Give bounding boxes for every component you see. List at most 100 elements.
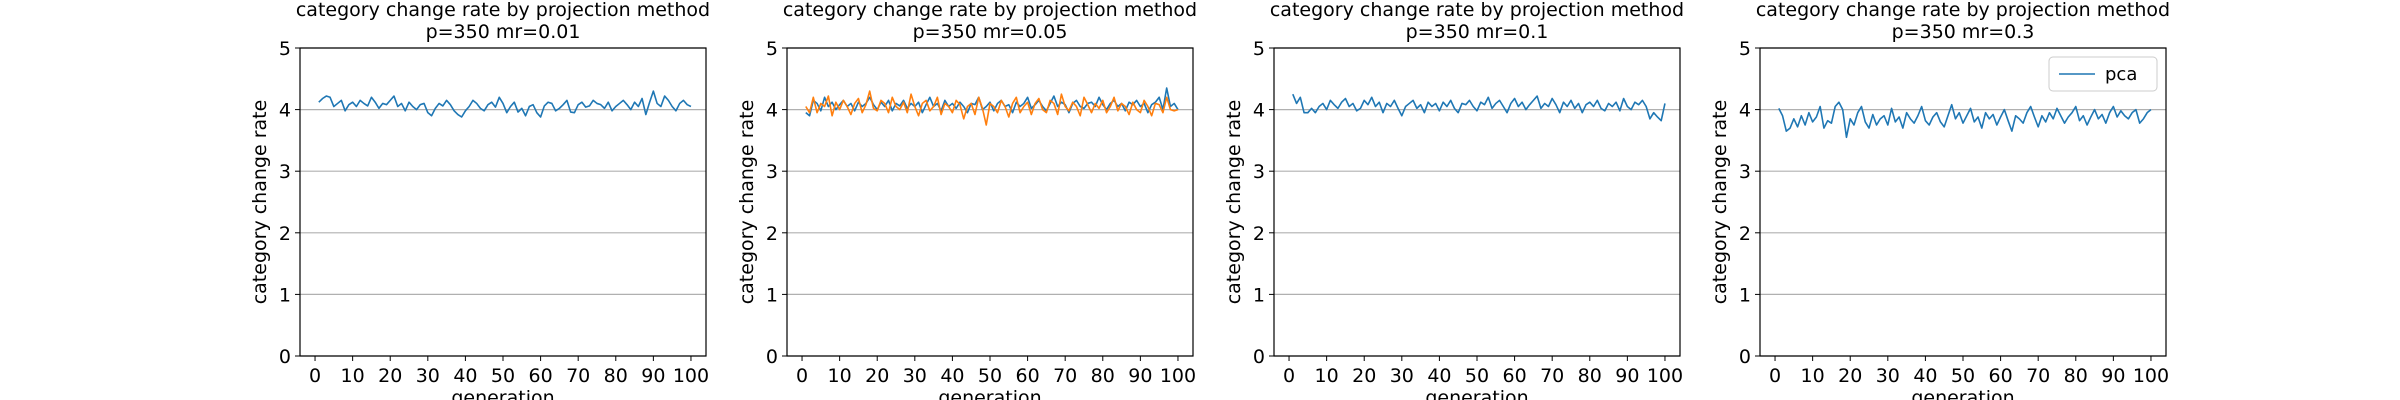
x-axis-label: generation <box>1911 387 2014 400</box>
plot-area-frame <box>1273 47 1681 357</box>
subplot-1: category change rate by projection metho… <box>249 0 710 400</box>
y-tick-label: 4 <box>279 100 291 122</box>
x-tick-label: 10 <box>341 365 365 387</box>
x-tick-label: 80 <box>1091 365 1115 387</box>
x-tick-label: 100 <box>1647 365 1683 387</box>
x-tick-label: 0 <box>309 365 321 387</box>
x-tick-label: 10 <box>828 365 852 387</box>
y-tick-label: 1 <box>1739 284 1751 306</box>
y-tick-label: 1 <box>1253 284 1265 306</box>
subplot-2: category change rate by projection metho… <box>736 0 1197 400</box>
y-tick-label: 3 <box>1253 161 1265 183</box>
x-tick-label: 100 <box>673 365 709 387</box>
series-line-pca <box>1778 101 2152 139</box>
x-tick-label: 80 <box>2064 365 2088 387</box>
chart-subtitle: p=350 mr=0.3 <box>1892 21 2035 43</box>
y-tick-label: 0 <box>1253 346 1265 368</box>
y-tick-label: 2 <box>279 223 291 245</box>
x-tick-label: 40 <box>940 365 964 387</box>
x-tick-label: 20 <box>378 365 402 387</box>
x-tick-label: 40 <box>1913 365 1937 387</box>
x-tick-label: 50 <box>978 365 1002 387</box>
y-tick-label: 3 <box>1739 161 1751 183</box>
x-tick-label: 40 <box>1427 365 1451 387</box>
x-tick-label: 50 <box>491 365 515 387</box>
x-tick-label: 10 <box>1801 365 1825 387</box>
x-axis-label: generation <box>1425 387 1528 400</box>
y-tick-label: 0 <box>279 346 291 368</box>
x-tick-label: 20 <box>865 365 889 387</box>
series-line-1 <box>1292 93 1666 122</box>
x-tick-label: 30 <box>903 365 927 387</box>
y-axis-label: category change rate <box>1709 100 1731 305</box>
x-tick-label: 70 <box>566 365 590 387</box>
x-tick-label: 70 <box>1540 365 1564 387</box>
x-tick-label: 90 <box>1615 365 1639 387</box>
y-axis-label: category change rate <box>1223 100 1245 305</box>
chart-title: category change rate by projection metho… <box>783 0 1197 21</box>
x-axis-label: generation <box>938 387 1041 400</box>
legend-box <box>2048 56 2158 92</box>
y-tick-label: 4 <box>1739 100 1751 122</box>
x-tick-label: 50 <box>1465 365 1489 387</box>
x-tick-label: 80 <box>604 365 628 387</box>
x-tick-label: 20 <box>1352 365 1376 387</box>
x-tick-label: 0 <box>1283 365 1295 387</box>
y-tick-label: 5 <box>1253 38 1265 60</box>
x-tick-label: 80 <box>1578 365 1602 387</box>
x-tick-label: 90 <box>2101 365 2125 387</box>
legend-label: pca <box>2105 64 2137 85</box>
y-tick-label: 1 <box>279 284 291 306</box>
chart-subtitle: p=350 mr=0.1 <box>1406 21 1549 43</box>
x-tick-label: 60 <box>1015 365 1039 387</box>
legend: pca <box>2048 56 2158 92</box>
y-axis-label: category change rate <box>249 100 271 305</box>
y-tick-label: 2 <box>766 223 778 245</box>
x-tick-label: 30 <box>416 365 440 387</box>
chart-subtitle: p=350 mr=0.01 <box>426 21 581 43</box>
x-tick-label: 70 <box>1053 365 1077 387</box>
series-line-2 <box>805 90 1179 126</box>
y-tick-label: 3 <box>766 161 778 183</box>
x-tick-label: 60 <box>528 365 552 387</box>
y-tick-label: 0 <box>1739 346 1751 368</box>
y-tick-label: 0 <box>766 346 778 368</box>
y-axis-label: category change rate <box>736 100 758 305</box>
x-tick-label: 20 <box>1838 365 1862 387</box>
y-tick-label: 5 <box>279 38 291 60</box>
x-tick-label: 100 <box>1160 365 1196 387</box>
chart-subtitle: p=350 mr=0.05 <box>913 21 1068 43</box>
plot-area-frame <box>786 47 1194 357</box>
x-tick-label: 30 <box>1390 365 1414 387</box>
y-tick-label: 5 <box>1739 38 1751 60</box>
chart-title: category change rate by projection metho… <box>1756 0 2170 21</box>
plot-area-frame <box>299 47 707 357</box>
x-tick-label: 60 <box>1502 365 1526 387</box>
x-tick-label: 100 <box>2133 365 2169 387</box>
x-tick-label: 60 <box>1988 365 2012 387</box>
y-tick-label: 3 <box>279 161 291 183</box>
y-tick-label: 4 <box>766 100 778 122</box>
plot-area-frame <box>1759 47 2167 357</box>
x-tick-label: 40 <box>453 365 477 387</box>
y-tick-label: 2 <box>1739 223 1751 245</box>
y-tick-label: 2 <box>1253 223 1265 245</box>
x-tick-label: 70 <box>2026 365 2050 387</box>
x-tick-label: 90 <box>1128 365 1152 387</box>
x-tick-label: 30 <box>1876 365 1900 387</box>
x-tick-label: 0 <box>796 365 808 387</box>
chart-title: category change rate by projection metho… <box>1270 0 1684 21</box>
chart-title: category change rate by projection metho… <box>296 0 710 21</box>
subplot-4: category change rate by projection metho… <box>1709 0 2170 400</box>
y-tick-label: 1 <box>766 284 778 306</box>
x-tick-label: 10 <box>1315 365 1339 387</box>
y-tick-label: 5 <box>766 38 778 60</box>
series-line-1 <box>318 90 692 118</box>
y-tick-label: 4 <box>1253 100 1265 122</box>
x-axis-label: generation <box>451 387 554 400</box>
x-tick-label: 50 <box>1951 365 1975 387</box>
x-tick-label: 90 <box>641 365 665 387</box>
x-tick-label: 0 <box>1769 365 1781 387</box>
subplot-3: category change rate by projection metho… <box>1223 0 1684 400</box>
